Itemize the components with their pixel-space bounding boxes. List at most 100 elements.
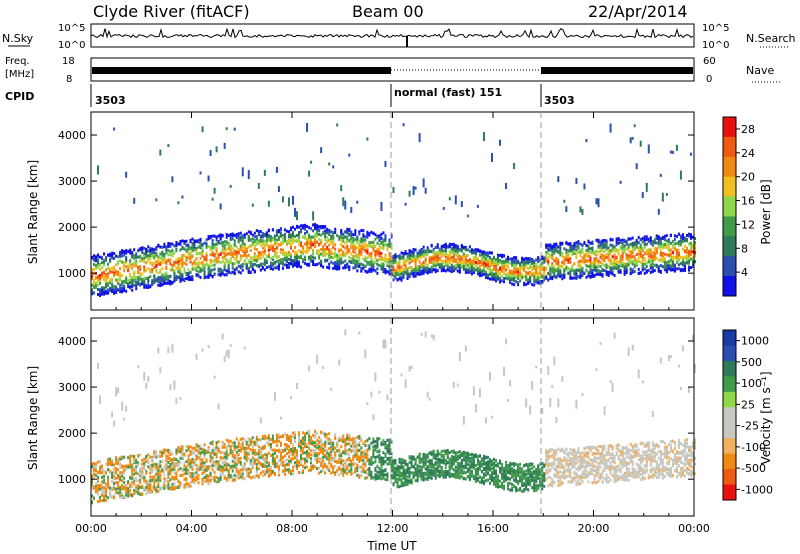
range-gate-cell — [380, 240, 383, 244]
range-gate-cell — [203, 276, 206, 280]
range-gate-cell — [694, 260, 696, 264]
range-gate-cell — [135, 284, 138, 288]
range-gate-cell — [231, 247, 234, 251]
range-gate-cell — [394, 253, 397, 257]
range-gate-cell — [163, 280, 166, 284]
range-gate-cell — [617, 270, 620, 274]
range-gate-cell — [111, 270, 114, 274]
range-gate-cell — [127, 268, 130, 272]
range-gate-cell — [382, 231, 385, 235]
range-gate-cell — [125, 171, 128, 178]
range-gate-cell — [195, 273, 198, 277]
range-gate-cell — [392, 261, 395, 265]
range-gate-cell — [133, 273, 136, 277]
range-gate-cell — [155, 269, 158, 273]
range-gate-cell — [97, 263, 100, 267]
range-gate-cell — [422, 264, 425, 268]
range-gate-cell — [380, 266, 383, 270]
range-gate-cell — [625, 253, 628, 257]
range-gate-cell — [328, 162, 331, 166]
range-gate-cell — [404, 252, 407, 256]
range-gate-cell — [181, 260, 184, 264]
range-gate-cell — [318, 254, 321, 258]
range-gate-cell — [352, 250, 355, 254]
range-gate-cell — [679, 170, 682, 180]
range-gate-cell — [227, 265, 230, 269]
range-gate-cell — [306, 230, 309, 234]
range-gate-cell — [563, 269, 566, 273]
range-gate-cell — [460, 201, 463, 208]
range-gate-cell — [165, 484, 168, 488]
range-gate-cell — [573, 242, 576, 246]
range-gate-cell — [613, 257, 616, 261]
range-gate-cell — [330, 230, 333, 234]
range-gate-cell — [641, 240, 644, 244]
range-gate-cell — [263, 252, 266, 256]
range-gate-cell — [406, 277, 409, 281]
range-gate-cell — [163, 473, 166, 477]
range-gate-cell — [364, 259, 367, 263]
range-gate-cell — [287, 253, 290, 257]
range-gate-cell — [687, 232, 690, 236]
range-gate-cell — [495, 261, 498, 265]
range-gate-cell — [643, 242, 646, 246]
range-gate-cell — [591, 272, 594, 276]
range-gate-cell — [541, 266, 544, 270]
range-gate-cell — [289, 235, 292, 239]
range-gate-cell — [185, 248, 188, 252]
range-gate-cell — [215, 260, 218, 264]
range-gate-cell — [651, 254, 654, 258]
range-gate-cell — [199, 252, 202, 256]
range-gate-cell — [649, 236, 652, 240]
range-gate-cell — [625, 270, 628, 274]
range-gate-cell — [257, 182, 260, 189]
range-gate-cell — [169, 471, 172, 475]
range-gate-cell — [99, 294, 102, 298]
range-gate-cell — [505, 262, 508, 266]
range-gate-cell — [201, 252, 204, 256]
range-gate-cell — [509, 279, 512, 283]
range-gate-cell — [384, 235, 387, 239]
range-gate-cell — [537, 259, 540, 263]
range-gate-cell — [476, 261, 479, 265]
range-gate-cell — [519, 273, 522, 277]
range-gate-cell — [364, 242, 367, 246]
range-gate-cell — [292, 195, 294, 205]
range-gate-cell — [607, 265, 610, 269]
range-gate-cell — [462, 266, 465, 270]
range-gate-cell — [593, 263, 596, 267]
range-gate-cell — [384, 160, 387, 167]
range-gate-cell — [259, 251, 262, 255]
range-gate-cell — [239, 264, 242, 268]
range-gate-cell — [105, 486, 108, 490]
range-gate-cell — [163, 469, 166, 473]
range-gate-cell — [312, 241, 315, 245]
range-gate-cell — [559, 245, 562, 249]
range-gate-cell — [296, 240, 299, 244]
range-gate-cell — [157, 260, 160, 264]
range-gate-cell — [342, 232, 345, 236]
range-gate-cell — [155, 487, 158, 491]
range-gate-cell — [356, 240, 359, 244]
range-gate-cell — [565, 254, 568, 258]
range-gate-cell — [169, 244, 172, 248]
range-gate-cell — [165, 467, 168, 471]
range-gate-cell — [659, 242, 662, 246]
range-gate-cell — [338, 235, 341, 239]
range-gate-cell — [121, 289, 124, 293]
nave-axis-bottom: 0 — [706, 74, 712, 85]
range-gate-cell — [450, 243, 453, 247]
range-gate-cell — [289, 242, 292, 246]
range-gate-cell — [133, 276, 136, 280]
range-gate-cell — [601, 274, 604, 278]
range-gate-cell — [149, 270, 152, 274]
range-gate-cell — [127, 489, 130, 493]
range-gate-cell — [149, 483, 152, 487]
range-gate-cell — [515, 259, 518, 263]
colorbar-swatch — [723, 236, 736, 257]
range-gate-cell — [539, 281, 542, 285]
range-gate-cell — [631, 244, 634, 248]
range-gate-cell — [113, 268, 116, 272]
range-gate-cell — [651, 259, 654, 263]
range-gate-cell — [356, 264, 359, 268]
